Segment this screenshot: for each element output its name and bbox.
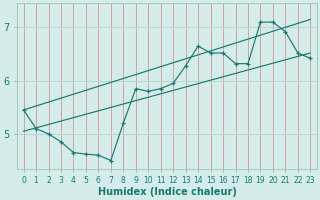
X-axis label: Humidex (Indice chaleur): Humidex (Indice chaleur) <box>98 187 236 197</box>
